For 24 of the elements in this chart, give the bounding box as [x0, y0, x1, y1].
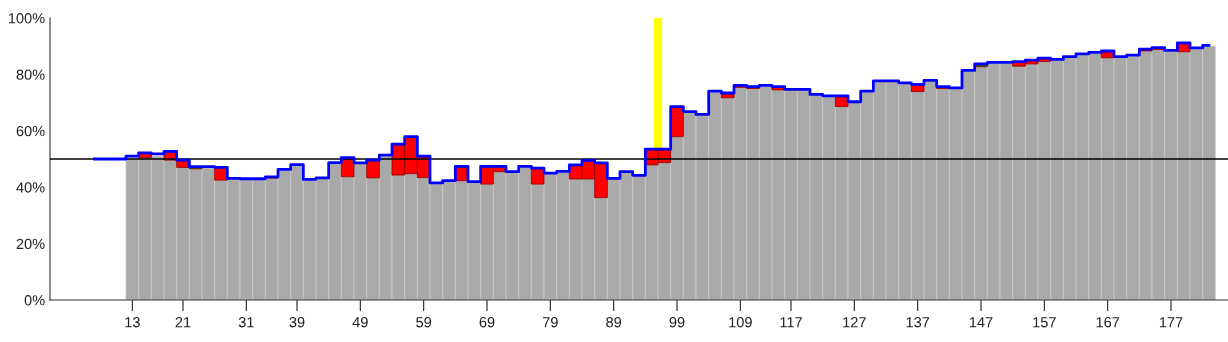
- x-tick-label: 137: [906, 317, 930, 328]
- x-tick-label: 49: [352, 317, 368, 328]
- y-tick-label: 100%: [8, 13, 45, 24]
- x-tick-label: 167: [1096, 317, 1120, 328]
- x-tick-label: 157: [1033, 317, 1056, 328]
- x-tick-label: 59: [416, 317, 432, 328]
- y-tick-label: 40%: [16, 182, 45, 193]
- x-tick-label: 99: [669, 317, 685, 328]
- x-tick-label: 109: [729, 317, 752, 328]
- x-tick-label: 31: [238, 317, 254, 328]
- x-tick-label: 69: [479, 317, 495, 328]
- x-tick-label: 39: [289, 317, 305, 328]
- x-tick-label: 177: [1159, 317, 1183, 328]
- x-tick-label: 89: [606, 317, 622, 328]
- y-tick-label: 60%: [16, 125, 45, 137]
- x-tick-label: 117: [780, 317, 802, 328]
- x-tick-label: 127: [843, 317, 866, 328]
- x-tick-label: 13: [125, 317, 140, 328]
- y-tick-label: 80%: [16, 69, 45, 80]
- y-tick-label: 0%: [24, 295, 45, 306]
- y-tick-label: 20%: [16, 238, 45, 250]
- x-tick-label: 21: [175, 317, 191, 328]
- x-tick-label: 79: [542, 317, 558, 328]
- x-tick-label: 147: [969, 317, 993, 328]
